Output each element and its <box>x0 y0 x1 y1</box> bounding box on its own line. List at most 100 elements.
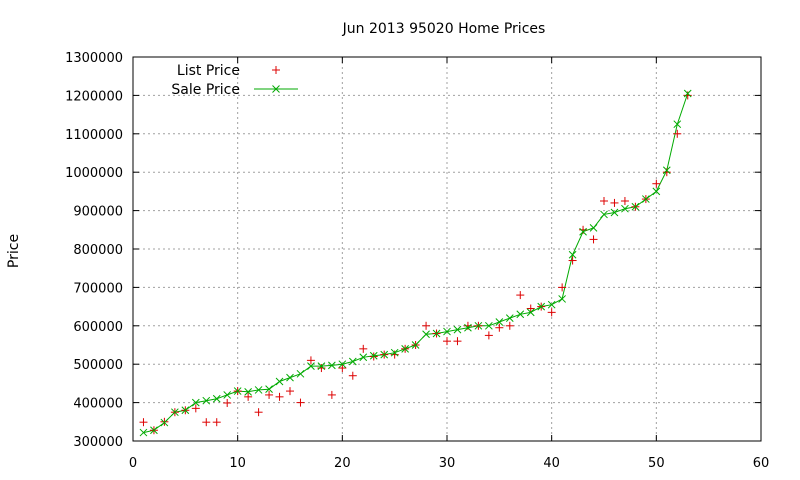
point-sale-price <box>464 323 472 332</box>
x-tick-label: 0 <box>129 456 137 471</box>
point-list-price <box>296 398 305 407</box>
x-tick-label: 50 <box>648 456 665 471</box>
point-sale-price <box>526 308 535 317</box>
point-sale-price <box>537 302 546 311</box>
point-list-price <box>453 337 462 346</box>
point-list-price <box>443 337 451 346</box>
point-list-price <box>160 417 169 426</box>
grid <box>133 57 761 441</box>
point-list-price <box>610 198 619 207</box>
point-list-price <box>652 179 661 188</box>
point-list-price <box>526 304 535 313</box>
point-sale-price <box>359 353 368 362</box>
point-sale-price <box>181 406 190 415</box>
point-list-price <box>139 418 148 427</box>
point-sale-price <box>432 329 441 338</box>
point-sale-price <box>600 210 608 219</box>
legend-label-sale-price: Sale Price <box>171 82 240 98</box>
point-list-price <box>359 344 368 353</box>
point-list-price <box>254 408 263 417</box>
point-sale-price <box>579 227 587 236</box>
point-list-price <box>202 418 211 427</box>
legend-marker-list-price <box>272 66 280 74</box>
point-list-price <box>600 197 608 205</box>
point-sale-price <box>652 187 661 196</box>
y-tick-label: 500000 <box>73 358 123 373</box>
point-sale-price <box>474 321 483 330</box>
point-sale-price <box>265 385 273 394</box>
point-list-price <box>191 404 200 413</box>
point-sale-price <box>443 327 451 336</box>
y-tick-label: 1000000 <box>65 166 123 181</box>
y-tick-label: 600000 <box>73 320 123 335</box>
point-list-price <box>579 225 588 234</box>
chart-title: Jun 2013 95020 Home Prices <box>342 21 546 37</box>
point-sale-price <box>631 202 640 211</box>
point-sale-price <box>662 166 671 175</box>
point-list-price <box>317 364 326 373</box>
legend-label-list-price: List Price <box>177 63 240 79</box>
point-list-price <box>390 350 399 359</box>
point-sale-price <box>568 250 577 259</box>
point-sale-price <box>558 295 566 303</box>
point-list-price <box>484 331 493 340</box>
point-sale-price <box>171 408 179 417</box>
point-list-price <box>348 371 357 380</box>
point-sale-price <box>244 387 252 396</box>
y-axis-label: Price <box>6 234 22 268</box>
y-tick-label: 400000 <box>73 397 123 412</box>
point-sale-price <box>317 362 326 370</box>
point-sale-price <box>369 351 378 360</box>
point-list-price <box>683 91 692 100</box>
point-list-price <box>673 129 682 138</box>
y-tick-label: 900000 <box>73 205 123 220</box>
x-tick-label: 10 <box>229 456 246 471</box>
point-list-price <box>223 398 232 407</box>
point-list-price <box>495 323 504 332</box>
point-sale-price <box>589 224 598 232</box>
x-tick-label: 40 <box>543 456 560 471</box>
point-sale-price <box>328 361 336 370</box>
point-list-price <box>244 392 253 401</box>
point-sale-price <box>495 318 504 326</box>
point-sale-price <box>485 321 493 330</box>
point-list-price <box>505 321 514 330</box>
point-sale-price <box>505 314 514 322</box>
legend: List Price Sale Price <box>171 63 298 98</box>
point-sale-price <box>191 398 200 407</box>
point-list-price <box>275 392 284 401</box>
point-list-price <box>212 418 221 427</box>
point-sale-price <box>422 330 430 339</box>
point-list-price <box>338 364 347 373</box>
x-tick-label: 20 <box>334 456 351 471</box>
y-tick-label: 300000 <box>73 435 123 450</box>
point-list-price <box>306 356 315 365</box>
x-tick-label: 60 <box>753 456 770 471</box>
series-line-sale-price <box>143 93 689 434</box>
point-list-price <box>558 283 567 292</box>
legend-marker-sale-price <box>272 85 280 93</box>
point-list-price <box>516 291 525 300</box>
point-sale-price <box>547 300 556 309</box>
point-sale-price <box>683 89 692 98</box>
axis-ticks: 0 10 20 30 40 50 60 300000 400000 500000 600000 700… <box>65 51 769 471</box>
y-tick-label: 700000 <box>73 281 123 296</box>
point-sale-price <box>621 204 629 213</box>
point-sale-price <box>212 394 221 403</box>
y-tick-label: 800000 <box>73 243 123 258</box>
point-sale-price <box>275 377 284 386</box>
series-layer <box>139 89 692 437</box>
point-sale-price <box>673 120 682 129</box>
point-sale-price <box>223 391 232 399</box>
point-list-price <box>589 235 598 244</box>
point-sale-price <box>307 362 315 370</box>
point-list-price <box>369 352 378 361</box>
point-sale-price <box>348 357 357 366</box>
point-sale-price <box>610 208 619 217</box>
point-sale-price <box>233 387 242 395</box>
point-list-price <box>662 168 671 177</box>
point-list-price <box>422 321 431 330</box>
point-sale-price <box>254 386 263 394</box>
y-tick-label: 1100000 <box>65 128 123 143</box>
